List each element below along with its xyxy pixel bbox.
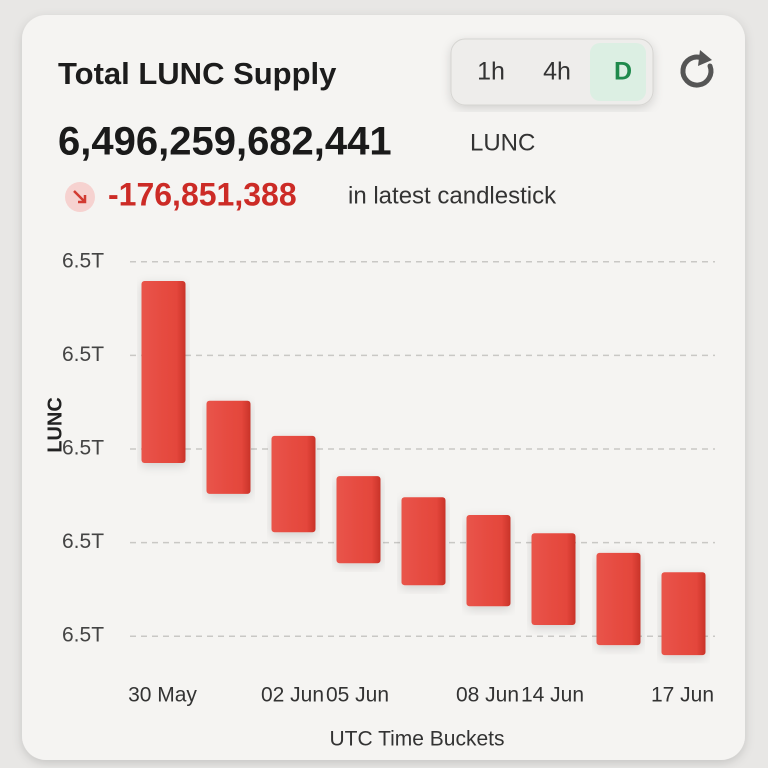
y-tick-label: 6.5T <box>62 437 104 460</box>
y-tick-label: 6.5T <box>62 624 104 647</box>
candle <box>271 435 316 533</box>
y-tick-label: 6.5T <box>62 343 104 366</box>
x-tick-label: 14 Jun <box>521 684 584 707</box>
candle <box>531 533 576 625</box>
interval-button[interactable]: 4h <box>543 58 571 86</box>
interval-button[interactable]: D <box>614 58 632 86</box>
refresh-icon <box>680 54 714 88</box>
candle <box>596 552 641 646</box>
x-tick-label: 17 Jun <box>651 684 714 707</box>
total-value: 6,496,259,682,441 <box>58 120 392 164</box>
x-tick-label: 08 Jun <box>456 684 519 707</box>
y-tick-label: 6.5T <box>62 249 104 272</box>
candle <box>206 400 251 494</box>
change-note: in latest candlestick <box>348 182 557 209</box>
refresh-arrow <box>698 50 712 66</box>
interval-button[interactable]: 1h <box>477 58 505 86</box>
x-tick-label: 05 Jun <box>326 684 389 707</box>
candle <box>401 497 446 586</box>
x-tick-label: 30 May <box>128 684 197 707</box>
interval-switch: 1h 4h D <box>450 38 654 106</box>
candle <box>661 572 706 656</box>
title: Total LUNC Supply <box>58 56 337 91</box>
candle <box>336 476 381 564</box>
change-value: -176,851,388 <box>108 176 297 212</box>
y-tick-label: 6.5T <box>62 530 104 553</box>
x-axis-label: UTC Time Buckets <box>329 728 504 751</box>
total-unit: LUNC <box>470 129 535 156</box>
refresh-button[interactable] <box>680 50 714 88</box>
candle <box>466 514 511 607</box>
x-tick-label: 02 Jun <box>261 684 324 707</box>
down-arrow <box>73 190 87 204</box>
interval-active-bg <box>590 43 646 101</box>
y-axis-label: LUNC <box>44 397 66 453</box>
candle <box>141 280 186 464</box>
